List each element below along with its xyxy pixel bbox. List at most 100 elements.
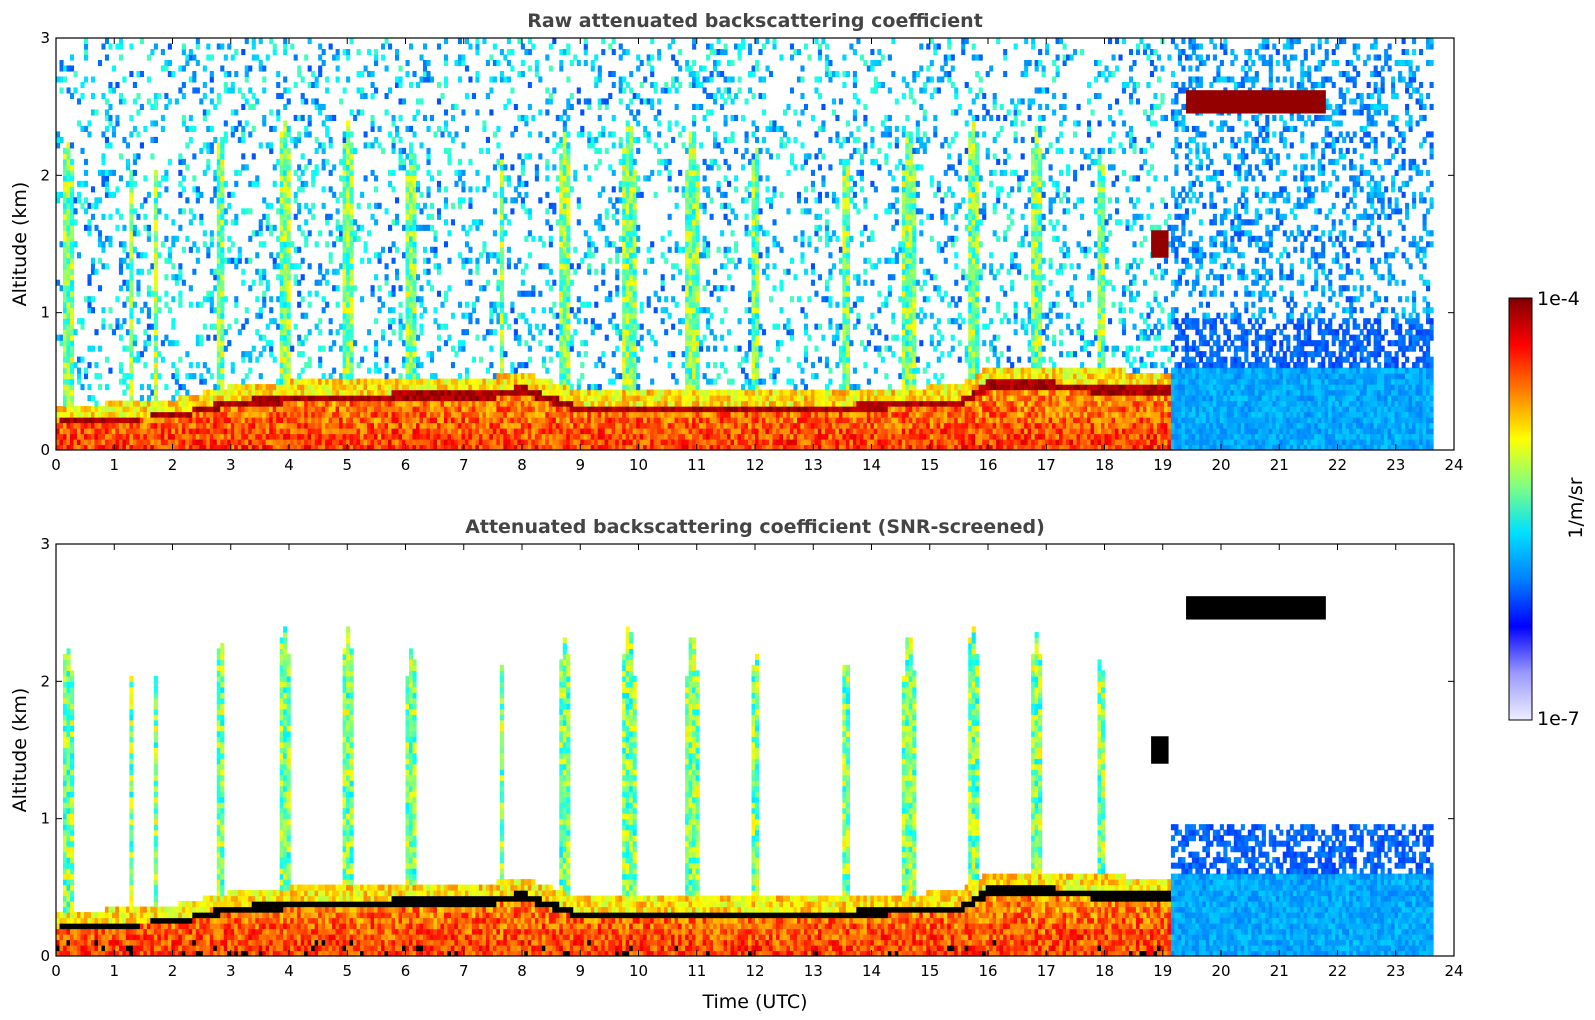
heatmap-cell: [580, 422, 585, 429]
heatmap-cell: [129, 329, 134, 336]
heatmap-cell: [153, 43, 158, 50]
heatmap-cell: [206, 164, 211, 171]
heatmap-cell: [625, 323, 630, 330]
heatmap-cell: [283, 439, 288, 446]
heatmap-cell: [594, 439, 599, 446]
heatmap-cell: [429, 439, 435, 446]
heatmap-cell: [157, 208, 162, 215]
heatmap-cell: [573, 329, 578, 336]
heatmap-cell: [562, 169, 567, 176]
heatmap-cell: [83, 433, 89, 440]
heatmap-cell: [73, 87, 78, 94]
heatmap-cell: [342, 290, 347, 297]
heatmap-cell: [195, 340, 200, 347]
heatmap-cell: [622, 356, 627, 363]
heatmap-cell: [429, 417, 435, 424]
heatmap-cell: [342, 406, 347, 413]
heatmap-cell: [426, 153, 431, 160]
heatmap-cell: [104, 175, 110, 182]
heatmap-cell: [510, 439, 515, 446]
heatmap-cell: [566, 197, 571, 204]
heatmap-cell: [209, 428, 214, 435]
heatmap-cell: [258, 219, 263, 226]
heatmap-cell: [265, 323, 270, 330]
heatmap-cell: [388, 378, 393, 385]
heatmap-cell: [297, 246, 302, 253]
heatmap-cell: [604, 444, 609, 450]
heatmap-cell: [339, 406, 344, 413]
heatmap-cell: [104, 136, 110, 143]
heatmap-cell: [83, 169, 89, 176]
heatmap-cell: [646, 131, 651, 138]
heatmap-cell: [580, 400, 585, 407]
heatmap-cell: [629, 323, 634, 330]
heatmap-cell: [629, 224, 634, 231]
heatmap-cell: [447, 395, 452, 402]
heatmap-cell: [618, 235, 623, 242]
heatmap-cell: [181, 395, 186, 402]
heatmap-cell: [622, 252, 627, 259]
heatmap-cell: [272, 263, 277, 270]
heatmap-cell: [66, 87, 71, 94]
heatmap-cell: [342, 87, 347, 94]
heatmap-cell: [559, 351, 564, 358]
heatmap-cell: [283, 367, 288, 374]
heatmap-cell: [618, 439, 623, 446]
heatmap-cell: [667, 120, 672, 127]
heatmap-cell: [209, 444, 214, 450]
heatmap-cell: [471, 92, 476, 100]
heatmap-cell: [391, 378, 396, 385]
heatmap-cell: [153, 208, 158, 215]
heatmap-cell: [447, 285, 452, 292]
heatmap-cell: [499, 285, 504, 292]
heatmap-cell: [195, 334, 200, 341]
heatmap-cell: [660, 274, 665, 281]
heatmap-cell: [62, 428, 68, 435]
heatmap-cell: [524, 373, 529, 380]
heatmap-cell: [524, 191, 529, 198]
heatmap-cell: [412, 153, 417, 160]
heatmap-cell: [412, 158, 417, 165]
heatmap-cell: [146, 400, 151, 407]
heatmap-cell: [150, 406, 155, 413]
heatmap-cell: [209, 301, 214, 308]
heatmap-cell: [583, 48, 588, 56]
heatmap-cell: [209, 268, 214, 275]
heatmap-cell: [513, 411, 518, 418]
heatmap-cell: [405, 373, 410, 380]
heatmap-cell: [639, 439, 644, 446]
heatmap-cell: [415, 109, 421, 116]
heatmap-cell: [174, 378, 179, 385]
heatmap-cell: [66, 241, 71, 248]
heatmap-cell: [629, 400, 634, 407]
heatmap-cell: [230, 131, 235, 138]
heatmap-cell: [615, 290, 620, 297]
heatmap-cell: [419, 208, 424, 215]
heatmap-cell: [374, 54, 379, 61]
heatmap-cell: [517, 439, 522, 446]
heatmap-cell: [122, 136, 127, 143]
heatmap-cell: [73, 241, 78, 248]
heatmap-cell: [258, 439, 263, 446]
heatmap-cell: [307, 158, 312, 165]
heatmap-cell: [377, 378, 382, 385]
heatmap-cell: [269, 411, 274, 418]
heatmap-cell: [300, 92, 305, 100]
heatmap-cell: [499, 180, 504, 187]
heatmap-cell: [650, 395, 655, 402]
heatmap-cell: [346, 301, 351, 308]
heatmap-cell: [503, 373, 508, 380]
heatmap-cell: [622, 296, 627, 303]
heatmap-cell: [408, 213, 414, 220]
heatmap-cell: [83, 224, 89, 231]
heatmap-cell: [62, 285, 68, 292]
heatmap-cell: [622, 219, 627, 226]
heatmap-cell: [69, 219, 75, 226]
heatmap-cell: [129, 169, 134, 176]
heatmap-cell: [195, 257, 200, 264]
heatmap-cell: [353, 406, 358, 413]
heatmap-cell: [555, 142, 560, 149]
heatmap-cell: [283, 373, 288, 380]
heatmap-cell: [611, 417, 616, 424]
heatmap-cell: [629, 329, 634, 336]
